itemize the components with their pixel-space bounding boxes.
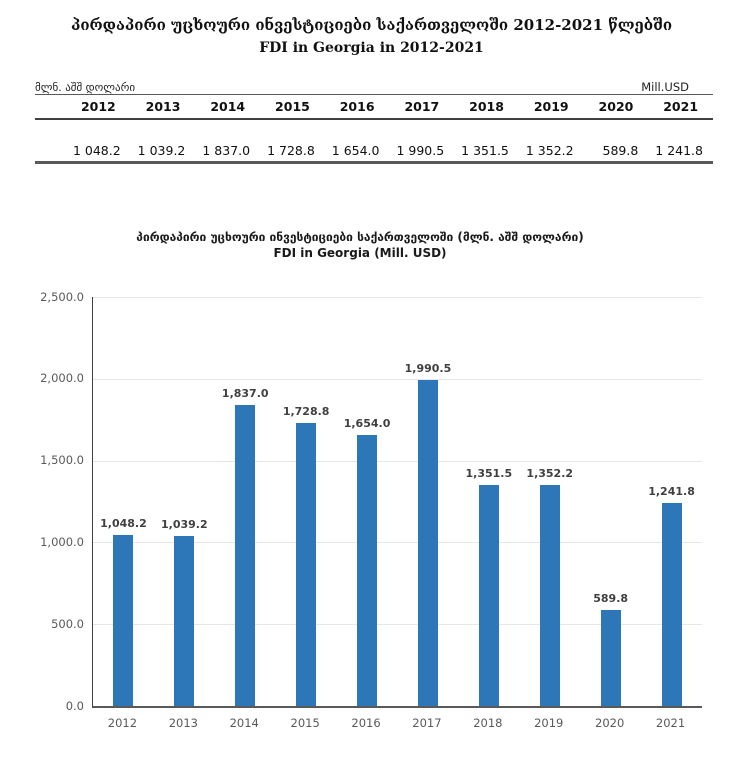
document-title-georgian: პირდაპირი უცხოური ინვესტიციები საქართველ…: [70, 16, 673, 34]
table-value-cell: 1 048.2: [72, 143, 121, 158]
bar: [417, 380, 438, 706]
bar: [235, 405, 256, 706]
bar-slot: 1,990.5: [398, 297, 459, 706]
document-header: პირდაპირი უცხოური ინვესტიციები საქართველ…: [0, 13, 743, 59]
bar: [600, 609, 621, 706]
plot-area: 1,048.2 1,039.2 1,837.0 1,728.8 1,654.0 1,990…: [92, 297, 702, 708]
table-unit-row: მლნ. აშშ დოლარი Mill.USD: [35, 78, 713, 95]
bar-slot: 1,241.8: [641, 297, 702, 706]
table-stub-cell: [35, 95, 66, 118]
table-value-cell: 1 039.2: [137, 143, 186, 158]
x-axis-label: 2017: [412, 716, 442, 730]
x-axis-label: 2015: [290, 716, 320, 730]
table-year-cell: 2021: [663, 99, 699, 114]
y-axis-label: 500.0: [51, 616, 84, 631]
y-axis-label: 2,500.0: [40, 289, 84, 304]
bar: [113, 534, 134, 706]
x-axis-label: 2016: [351, 716, 381, 730]
gridline: [93, 624, 702, 626]
table-year-cell: 2015: [275, 99, 310, 114]
bar-value-label: 1,837.0: [221, 387, 269, 401]
bar-value-label: 1,352.2: [526, 466, 574, 480]
table-year-cell: 2014: [210, 99, 246, 114]
document-title-english: FDI in Georgia in 2012-2021: [259, 40, 484, 56]
y-axis-label: 2,000.0: [40, 371, 84, 386]
table-year-cell: 2012: [80, 99, 116, 114]
chart-title-english: FDI in Georgia (Mill. USD): [273, 246, 447, 260]
bar: [357, 435, 378, 706]
bar-slot: 1,728.8: [276, 297, 337, 706]
unit-label-georgian: მლნ. აშშ დოლარი: [35, 81, 136, 94]
bar-slot: 1,039.2: [154, 297, 215, 706]
table-value-cell: 1 990.5: [396, 143, 445, 158]
bar-value-label: 589.8: [593, 591, 629, 605]
y-axis-label: 1,000.0: [40, 534, 84, 549]
bar: [174, 536, 195, 706]
table-values-row: 1 048.2 1 039.2 1 837.0 1 728.8 1 654.0 1 990…: [35, 143, 713, 164]
chart-title: პირდაპირი უცხოური ინვესტიციები საქართველ…: [0, 229, 720, 261]
bar: [478, 484, 499, 706]
bar-value-label: 1,241.8: [648, 484, 695, 498]
table-year-cell: 2018: [469, 99, 504, 114]
gridline: [93, 460, 702, 462]
bar-slot: 1,654.0: [337, 297, 398, 706]
table-header-row: 2012 2013 2014 2015 2016 2017 2018 2019 2020 2021: [35, 95, 713, 120]
gridline: [93, 542, 702, 544]
x-axis-label: 2013: [168, 716, 198, 730]
x-axis: 2012 2013 2014 2015 2016 2017 2018 2019 2020 2021: [92, 716, 701, 730]
x-axis-label: 2021: [655, 716, 686, 730]
table-value-cell: 589.8: [602, 143, 639, 158]
gridline: [93, 378, 702, 380]
table-value-cell: 1 351.5: [461, 143, 509, 158]
table-spacer-row: [35, 120, 713, 143]
bar: [539, 484, 560, 706]
x-axis-label: 2019: [534, 716, 564, 730]
y-axis-label: 1,500.0: [40, 453, 84, 468]
unit-label-english: Mill.USD: [641, 80, 689, 94]
bar: [661, 502, 682, 706]
bar: [296, 423, 317, 706]
x-axis-label: 2020: [595, 716, 625, 730]
bar-slot: 1,351.5: [458, 297, 519, 706]
gridline: [93, 297, 702, 298]
table-stub-cell: [35, 143, 66, 161]
table-value-cell: 1 654.0: [331, 143, 380, 158]
bar-value-label: 1,351.5: [465, 466, 513, 480]
table-year-cell: 2019: [533, 99, 569, 114]
table-year-cell: 2013: [145, 99, 181, 114]
y-axis: 0.0 500.0 1,000.0 1,500.0 2,000.0 2,500.0: [0, 290, 84, 713]
bar-slot: 1,352.2: [519, 297, 580, 706]
table-value-cell: 1 352.2: [525, 143, 574, 158]
x-axis-label: 2018: [473, 716, 503, 730]
bar-value-label: 1,990.5: [404, 362, 452, 376]
fdi-table: მლნ. აშშ დოლარი Mill.USD 2012 2013 2014 201…: [35, 78, 713, 164]
table-value-cell: 1 241.8: [655, 143, 703, 158]
table-year-cell: 2016: [339, 99, 375, 114]
table-year-cell: 2020: [598, 99, 634, 114]
bar-slot: 1,048.2: [93, 297, 154, 706]
y-axis-label: 0.0: [65, 698, 84, 713]
bar-value-label: 1,728.8: [282, 405, 330, 419]
bar-value-label: 1,048.2: [100, 516, 147, 530]
table-value-cell: 1 728.8: [267, 143, 315, 158]
bar-slot: 589.8: [580, 297, 641, 706]
bar-value-label: 1,654.0: [343, 417, 391, 431]
table-year-cell: 2017: [404, 99, 440, 114]
x-axis-label: 2014: [229, 716, 259, 730]
x-axis-label: 2012: [107, 716, 138, 730]
table-value-cell: 1 837.0: [202, 143, 251, 158]
bar-value-label: 1,039.2: [161, 518, 208, 531]
bar-slot: 1,837.0: [215, 297, 276, 706]
chart-title-georgian: პირდაპირი უცხოური ინვესტიციები საქართველ…: [136, 230, 584, 244]
